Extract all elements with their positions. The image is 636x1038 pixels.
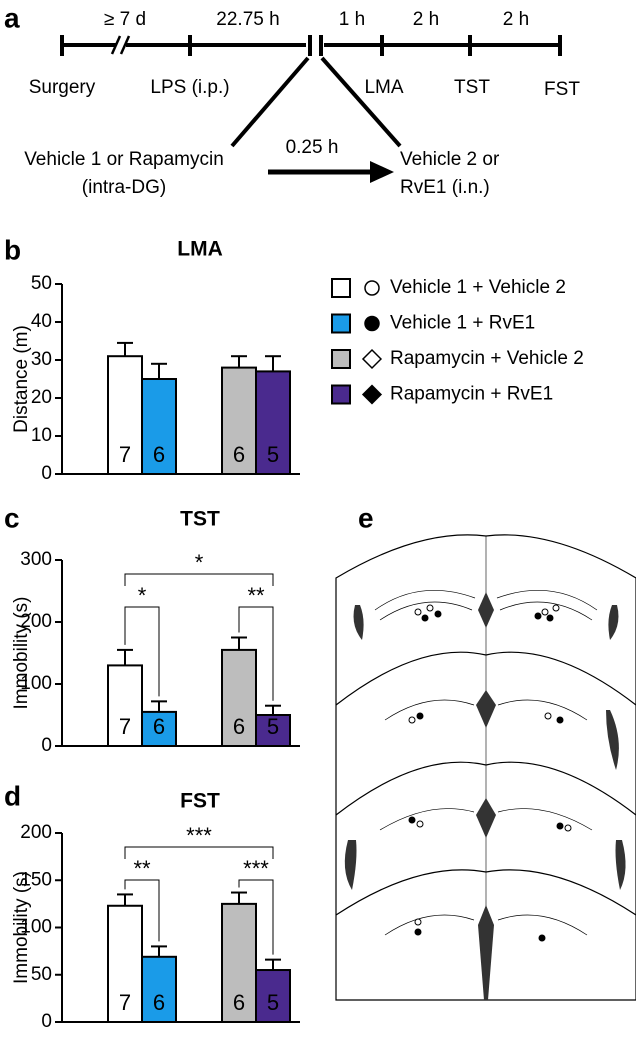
legend-label: Rapamycin + Vehicle 2 xyxy=(390,348,584,369)
significance: *** xyxy=(243,856,269,881)
n-label: 6 xyxy=(153,442,165,467)
interval: 2 h xyxy=(413,9,439,30)
n-label: 5 xyxy=(267,714,279,739)
y-tick-label: 30 xyxy=(31,349,52,370)
significance: ** xyxy=(247,583,265,608)
y-tick-label: 200 xyxy=(20,822,52,843)
significance: * xyxy=(138,583,147,608)
legend-swatch xyxy=(331,313,351,334)
y-axis-label: Immobility (s) xyxy=(11,597,32,710)
y-axis-label: Distance (m) xyxy=(11,325,32,433)
bar xyxy=(107,664,143,748)
n-label: 6 xyxy=(153,990,165,1015)
event: Surgery xyxy=(29,77,96,98)
n-label: 5 xyxy=(267,442,279,467)
n-label: 6 xyxy=(153,714,165,739)
n-label: 7 xyxy=(119,442,131,467)
panel-label: b xyxy=(4,234,21,265)
bar xyxy=(141,378,177,475)
y-tick-label: 20 xyxy=(31,387,52,408)
significance: ** xyxy=(133,856,151,881)
treatment: RvE1 (i.n.) xyxy=(400,177,490,198)
event: FST xyxy=(544,79,580,100)
significance-bracket xyxy=(124,573,274,586)
treatment: Vehicle 1 or Rapamycin xyxy=(24,149,224,170)
interval: 2 h xyxy=(503,9,529,30)
legend-marker xyxy=(364,280,380,296)
legend-label: Vehicle 1 + RvE1 xyxy=(390,313,535,334)
n-label: 6 xyxy=(233,442,245,467)
y-tick-label: 40 xyxy=(31,311,52,332)
bar xyxy=(141,710,177,748)
legend-swatch xyxy=(331,278,351,298)
y-tick-label: 0 xyxy=(41,463,52,484)
brain-sections xyxy=(335,534,636,1001)
y-tick-label: 200 xyxy=(20,611,52,632)
arrow-head xyxy=(370,161,394,183)
y-axis-label: Immobility (s) xyxy=(11,871,32,984)
event: LPS (i.p.) xyxy=(150,77,229,98)
y-tick-label: 50 xyxy=(31,964,52,985)
gap-label: 0.25 h xyxy=(286,137,339,158)
legend-swatch xyxy=(331,349,351,369)
y-tick-label: 100 xyxy=(20,673,52,694)
significance: * xyxy=(195,550,204,575)
event: TST xyxy=(454,77,490,98)
bar xyxy=(107,355,143,476)
panel-label: d xyxy=(4,780,21,811)
significance-bracket xyxy=(124,606,160,697)
treatment: (intra-DG) xyxy=(82,177,166,198)
n-label: 5 xyxy=(267,990,279,1015)
y-tick-label: 100 xyxy=(20,917,52,938)
significance-bracket xyxy=(238,606,274,701)
legend-swatch xyxy=(331,384,351,405)
y-tick-label: 300 xyxy=(20,549,52,570)
significance-bracket xyxy=(124,879,160,942)
bar xyxy=(221,902,257,1023)
bar xyxy=(221,366,257,476)
timeline xyxy=(60,35,562,175)
chart-title: TST xyxy=(180,508,220,531)
interval: ≥ 7 d xyxy=(104,9,146,30)
n-label: 6 xyxy=(233,714,245,739)
interval: 1 h xyxy=(339,9,365,30)
bar xyxy=(255,714,291,747)
n-label: 6 xyxy=(233,990,245,1015)
n-label: 7 xyxy=(119,714,131,739)
legend-marker xyxy=(364,315,380,332)
y-tick-label: 50 xyxy=(31,273,52,294)
panel-label: e xyxy=(358,502,374,533)
chart-title: LMA xyxy=(177,238,223,261)
legend-marker xyxy=(361,348,383,370)
legend-label: Rapamycin + RvE1 xyxy=(390,384,553,405)
panel-label: c xyxy=(4,502,20,533)
treatment: Vehicle 2 or xyxy=(400,149,500,170)
chart-title: FST xyxy=(180,790,220,813)
event: LMA xyxy=(364,77,403,98)
bar xyxy=(221,648,257,748)
significance: *** xyxy=(186,823,212,848)
significance-bracket xyxy=(238,879,274,955)
panel-label: a xyxy=(4,2,20,33)
legend-label: Vehicle 1 + Vehicle 2 xyxy=(390,277,566,298)
y-tick-label: 0 xyxy=(41,1011,52,1032)
y-tick-label: 150 xyxy=(20,869,52,890)
interval: 22.75 h xyxy=(216,9,279,30)
bar xyxy=(107,904,143,1024)
y-tick-label: 10 xyxy=(31,425,52,446)
legend-marker xyxy=(361,384,383,405)
bar xyxy=(255,969,291,1024)
significance-bracket xyxy=(124,846,274,859)
y-tick-label: 0 xyxy=(41,735,52,756)
n-label: 7 xyxy=(119,990,131,1015)
